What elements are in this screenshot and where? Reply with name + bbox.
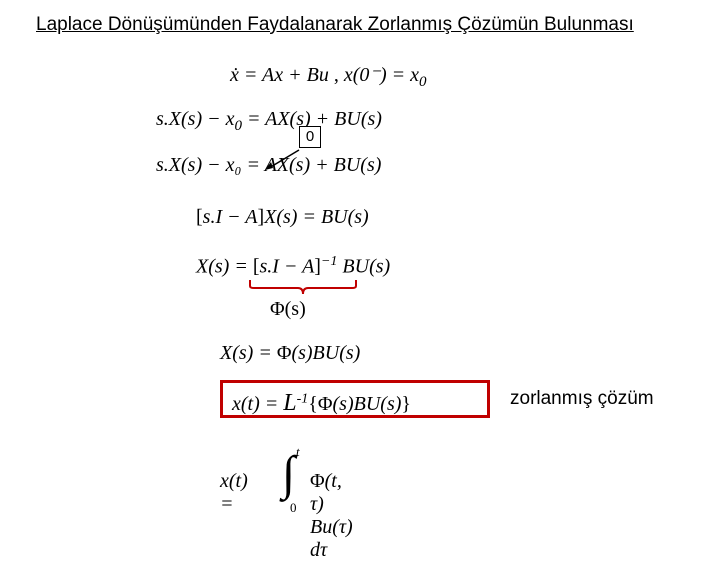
eq3-strike: x₀ bbox=[226, 154, 242, 176]
int-lower-limit: 0 bbox=[290, 500, 297, 516]
phi-text: Φ(s) bbox=[270, 298, 306, 320]
int-lhs: x(t) = bbox=[220, 470, 248, 516]
eq8-sup: -1 bbox=[297, 391, 309, 406]
eq5-a: X(s) = bbox=[196, 256, 253, 278]
eq1-mid: = Ax + Bu bbox=[239, 64, 329, 86]
equation-inverse-laplace: x(t) = L-1{Φ(s)BU(s)} bbox=[232, 390, 411, 417]
phi-label: Φ(s) bbox=[270, 298, 306, 321]
equation-laplace-1: s.X(s) − x0 = AX(s) + BU(s) bbox=[156, 108, 382, 135]
eq1-lhs: ẋ bbox=[230, 64, 239, 86]
eq1-ic-sub: 0 bbox=[419, 74, 427, 90]
laplace-symbol: L bbox=[283, 390, 296, 416]
eq1-ic: x(0⁻) = x bbox=[344, 64, 419, 86]
equation-phi-form: X(s) = Φ(s)BU(s) bbox=[220, 342, 360, 365]
eq3-a: s.X(s) − bbox=[156, 154, 226, 176]
page-title: Laplace Dönüşümünden Faydalanarak Zorlan… bbox=[36, 14, 634, 36]
equation-state-space: ẋ = Ax + Bu , x(0⁻) = x0 bbox=[230, 62, 426, 91]
brace-annotation bbox=[248, 278, 358, 298]
equation-collected: [s.I − A]X(s) = BU(s) bbox=[196, 206, 369, 229]
eq5-sup: −1 bbox=[321, 254, 337, 269]
eq4-body: s.I − A bbox=[203, 206, 258, 228]
eq3-strike-text: x₀ bbox=[226, 154, 242, 176]
forced-solution-label: zorlanmış çözüm bbox=[510, 388, 654, 410]
eq8-a: x(t) = bbox=[232, 393, 283, 415]
integral-symbol: ∫ bbox=[282, 450, 295, 498]
eq2-a: s.X(s) − x bbox=[156, 108, 234, 130]
int-upper-limit: t bbox=[296, 444, 300, 460]
eq5-c: BU(s) bbox=[337, 256, 390, 278]
equation-solved-xs: X(s) = [s.I − A]−1 BU(s) bbox=[196, 254, 390, 279]
zero-arrow bbox=[263, 148, 303, 172]
int-integrand: Φ(t, τ) Bu(τ) dτ bbox=[310, 470, 353, 562]
eq1-comma: , bbox=[329, 64, 344, 86]
zero-annotation-box: 0 bbox=[299, 126, 321, 148]
eq2-sub: 0 bbox=[234, 118, 242, 134]
